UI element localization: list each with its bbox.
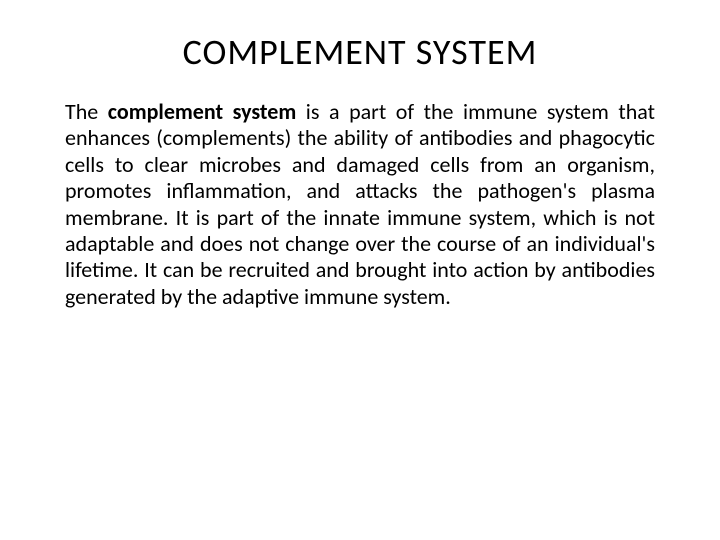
- slide-title: COMPLEMENT SYSTEM: [65, 30, 655, 74]
- body-bold-term: complement system: [108, 98, 296, 125]
- body-prefix: The: [65, 98, 108, 125]
- body-rest: is a part of the immune system that enha…: [65, 98, 655, 310]
- body-paragraph: The complement system is a part of the i…: [65, 99, 655, 310]
